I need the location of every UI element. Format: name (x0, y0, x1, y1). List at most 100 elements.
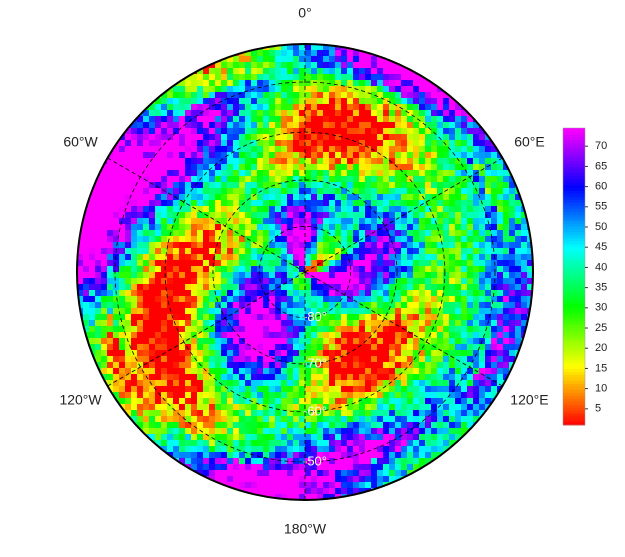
field-cell (491, 296, 498, 303)
field-cell (233, 62, 240, 69)
field-cell (407, 152, 414, 159)
field-cell (365, 386, 372, 393)
field-cell (377, 458, 384, 465)
colorbar-segment (563, 223, 585, 227)
field-cell (317, 50, 324, 57)
field-cell (251, 326, 258, 333)
field-cell (395, 428, 402, 435)
field-cell (359, 410, 366, 417)
field-cell (305, 80, 312, 87)
field-cell (167, 260, 174, 267)
field-cell (245, 194, 252, 201)
field-cell (503, 344, 510, 351)
field-cell (389, 356, 396, 363)
field-cell (455, 380, 462, 387)
field-cell (521, 314, 528, 321)
field-cell (167, 104, 174, 111)
field-cell (371, 248, 378, 255)
field-cell (209, 416, 216, 423)
field-cell (263, 230, 270, 237)
field-cell (455, 428, 462, 435)
field-cell (215, 242, 222, 249)
field-cell (365, 182, 372, 189)
field-cell (125, 224, 132, 231)
field-cell (281, 86, 288, 93)
field-cell (311, 200, 318, 207)
field-cell (281, 116, 288, 123)
field-cell (377, 128, 384, 135)
field-cell (437, 308, 444, 315)
field-cell (395, 116, 402, 123)
field-cell (497, 290, 504, 297)
field-cell (419, 128, 426, 135)
field-cell (311, 104, 318, 111)
field-cell (191, 320, 198, 327)
field-cell (209, 350, 216, 357)
field-cell (389, 278, 396, 285)
field-cell (275, 368, 282, 375)
field-cell (449, 350, 456, 357)
field-cell (473, 404, 480, 411)
field-cell (389, 206, 396, 213)
field-cell (311, 308, 318, 315)
field-cell (275, 236, 282, 243)
field-cell (503, 368, 510, 375)
field-cell (425, 392, 432, 399)
field-cell (167, 368, 174, 375)
field-cell (407, 98, 414, 105)
field-cell (245, 188, 252, 195)
field-cell (167, 182, 174, 189)
field-cell (437, 254, 444, 261)
field-cell (413, 80, 420, 87)
field-cell (419, 398, 426, 405)
field-cell (383, 248, 390, 255)
field-cell (491, 338, 498, 345)
field-cell (473, 308, 480, 315)
field-cell (353, 398, 360, 405)
field-cell (485, 326, 492, 333)
field-cell (215, 278, 222, 285)
field-cell (107, 368, 114, 375)
field-cell (233, 290, 240, 297)
field-cell (101, 206, 108, 213)
field-cell (353, 122, 360, 129)
field-cell (443, 128, 450, 135)
field-cell (419, 410, 426, 417)
field-cell (281, 110, 288, 117)
field-cell (137, 278, 144, 285)
field-cell (275, 104, 282, 111)
field-cell (389, 86, 396, 93)
field-cell (251, 380, 258, 387)
field-cell (173, 440, 180, 447)
field-cell (401, 254, 408, 261)
field-cell (449, 254, 456, 261)
field-cell (383, 158, 390, 165)
field-cell (245, 206, 252, 213)
field-cell (419, 338, 426, 345)
field-cell (443, 206, 450, 213)
field-cell (107, 272, 114, 279)
field-cell (461, 176, 468, 183)
field-cell (149, 380, 156, 387)
field-cell (125, 356, 132, 363)
field-cell (239, 482, 246, 489)
field-cell (83, 260, 90, 267)
field-cell (197, 272, 204, 279)
field-cell (89, 272, 96, 279)
field-cell (407, 344, 414, 351)
field-cell (335, 428, 342, 435)
field-cell (77, 248, 84, 255)
field-cell (317, 224, 324, 231)
field-cell (425, 182, 432, 189)
field-cell (245, 482, 252, 489)
field-cell (149, 194, 156, 201)
field-cell (239, 242, 246, 249)
field-cell (479, 242, 486, 249)
field-cell (161, 440, 168, 447)
field-cell (329, 194, 336, 201)
colorbar-segment (563, 401, 585, 405)
field-cell (161, 134, 168, 141)
field-cell (233, 218, 240, 225)
field-cell (401, 188, 408, 195)
field-cell (473, 230, 480, 237)
